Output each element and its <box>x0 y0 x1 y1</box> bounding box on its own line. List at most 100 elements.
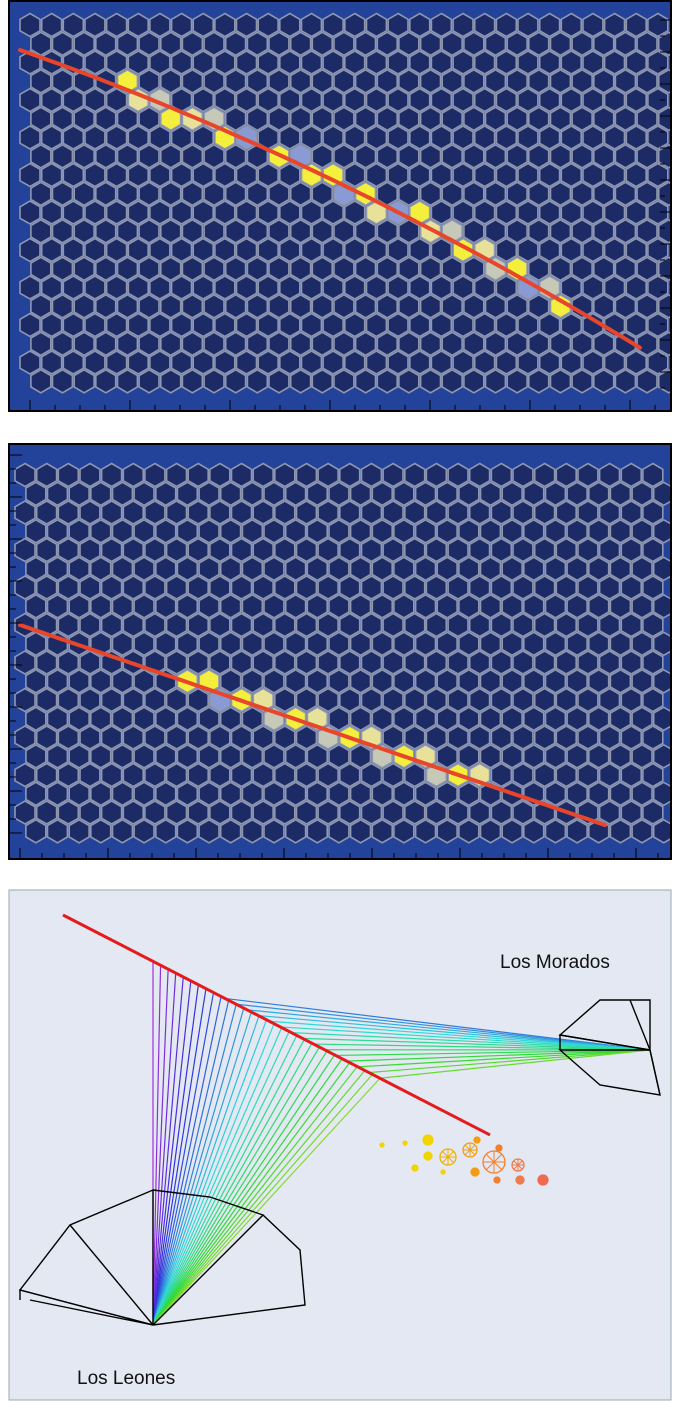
pixel <box>156 557 176 580</box>
pixel <box>323 239 343 262</box>
pixel <box>600 576 620 599</box>
pixel <box>448 614 468 637</box>
pixel <box>264 745 284 768</box>
pixel <box>491 689 511 712</box>
pixel <box>600 726 620 749</box>
pixel <box>215 276 235 299</box>
pixel <box>334 295 354 318</box>
pixel <box>453 314 473 337</box>
pixel <box>63 89 83 112</box>
pixel <box>529 295 549 318</box>
pixel <box>486 32 506 55</box>
pixel <box>37 801 57 824</box>
pixel <box>193 201 213 224</box>
pixel <box>464 145 484 168</box>
pixel <box>15 651 35 674</box>
pixel <box>307 670 327 693</box>
pixel <box>37 651 57 674</box>
pixel <box>481 482 501 505</box>
pixel <box>182 295 202 318</box>
pixel <box>80 764 100 787</box>
pixel <box>188 501 208 524</box>
pixel <box>215 314 235 337</box>
pixel <box>156 632 176 655</box>
pixel <box>232 501 252 524</box>
pixel <box>459 632 479 655</box>
pixel <box>502 482 522 505</box>
pixel <box>383 539 403 562</box>
pixel <box>540 201 560 224</box>
pixel <box>264 782 284 805</box>
pixel <box>356 332 376 355</box>
pixel <box>578 764 598 787</box>
pixel <box>91 782 111 805</box>
pixel <box>464 32 484 55</box>
pixel <box>318 539 338 562</box>
pixel <box>204 145 224 168</box>
pixel <box>128 239 148 262</box>
pixel <box>226 220 246 243</box>
pixel <box>145 726 165 749</box>
pixel <box>297 501 317 524</box>
pixel <box>312 370 332 393</box>
pixel <box>605 51 625 74</box>
pixel <box>394 557 414 580</box>
pixel <box>334 107 354 130</box>
pixel <box>329 820 349 843</box>
pixel <box>615 220 635 243</box>
pixel <box>145 764 165 787</box>
pixel <box>113 745 133 768</box>
pixel <box>399 182 419 205</box>
pixel <box>297 801 317 824</box>
pixel <box>247 107 267 130</box>
pixel <box>161 182 181 205</box>
pixel <box>621 576 641 599</box>
pixel <box>253 539 273 562</box>
pixel <box>113 707 133 730</box>
pixel <box>85 14 105 37</box>
pixel <box>318 764 338 787</box>
pixel <box>253 576 273 599</box>
pixel <box>383 689 403 712</box>
pixel <box>621 764 641 787</box>
pixel <box>58 464 78 487</box>
pixel <box>475 201 495 224</box>
pixel <box>340 801 360 824</box>
pixel <box>345 351 365 374</box>
pixel <box>188 689 208 712</box>
pixel <box>232 651 252 674</box>
pixel <box>518 14 538 37</box>
pixel <box>188 614 208 637</box>
pixel <box>448 539 468 562</box>
pixel <box>312 182 332 205</box>
pixel <box>210 576 230 599</box>
pixel <box>172 51 192 74</box>
pixel <box>442 295 462 318</box>
pixel <box>15 689 35 712</box>
pixel <box>399 145 419 168</box>
pixel <box>193 14 213 37</box>
pixel <box>416 520 436 543</box>
pixel <box>475 351 495 374</box>
pixel <box>372 632 392 655</box>
pixel <box>63 14 83 37</box>
pixel <box>621 651 641 674</box>
pixel <box>605 276 625 299</box>
pixel <box>367 126 387 149</box>
signal-dot <box>496 1145 502 1151</box>
pixel <box>496 239 516 262</box>
pixel <box>621 801 641 824</box>
pixel <box>502 557 522 580</box>
pixel <box>242 782 262 805</box>
pixel <box>453 14 473 37</box>
pixel <box>286 745 306 768</box>
pixel <box>26 707 46 730</box>
pixel <box>626 351 646 374</box>
pixel <box>139 145 159 168</box>
pixel <box>594 295 614 318</box>
signal-dot <box>423 1135 433 1145</box>
pixel <box>637 145 657 168</box>
pixel <box>637 70 657 93</box>
pixel <box>546 782 566 805</box>
pixel <box>437 482 457 505</box>
